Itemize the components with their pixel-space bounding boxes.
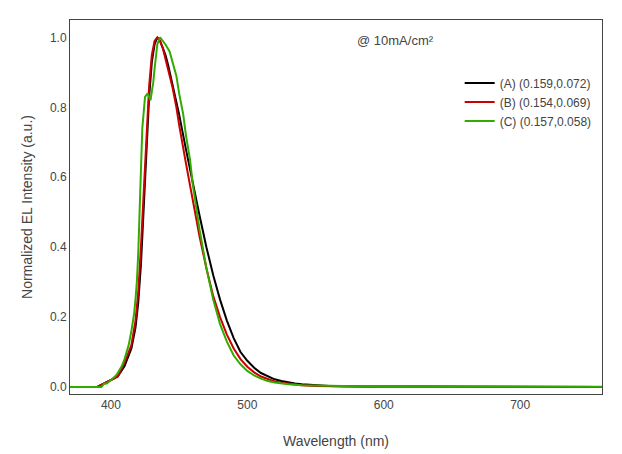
- svg-text:0.8: 0.8: [50, 101, 67, 115]
- svg-text:500: 500: [237, 398, 257, 412]
- svg-text:@ 10mA/cm²: @ 10mA/cm²: [357, 33, 434, 48]
- svg-text:(C) (0.157,0.058): (C) (0.157,0.058): [500, 115, 591, 129]
- svg-text:700: 700: [510, 398, 530, 412]
- svg-text:0.2: 0.2: [50, 310, 67, 324]
- svg-text:400: 400: [101, 398, 121, 412]
- svg-text:600: 600: [374, 398, 394, 412]
- svg-text:0.0: 0.0: [50, 380, 67, 394]
- svg-text:0.4: 0.4: [50, 240, 67, 254]
- svg-text:Wavelength (nm): Wavelength (nm): [283, 433, 389, 449]
- svg-text:(B) (0.154,0.069): (B) (0.154,0.069): [500, 96, 591, 110]
- svg-text:(A) (0.159,0.072): (A) (0.159,0.072): [500, 77, 591, 91]
- svg-text:0.6: 0.6: [50, 170, 67, 184]
- svg-text:Normalized EL Intensity (a.u.): Normalized EL Intensity (a.u.): [19, 115, 35, 299]
- svg-text:1.0: 1.0: [50, 31, 67, 45]
